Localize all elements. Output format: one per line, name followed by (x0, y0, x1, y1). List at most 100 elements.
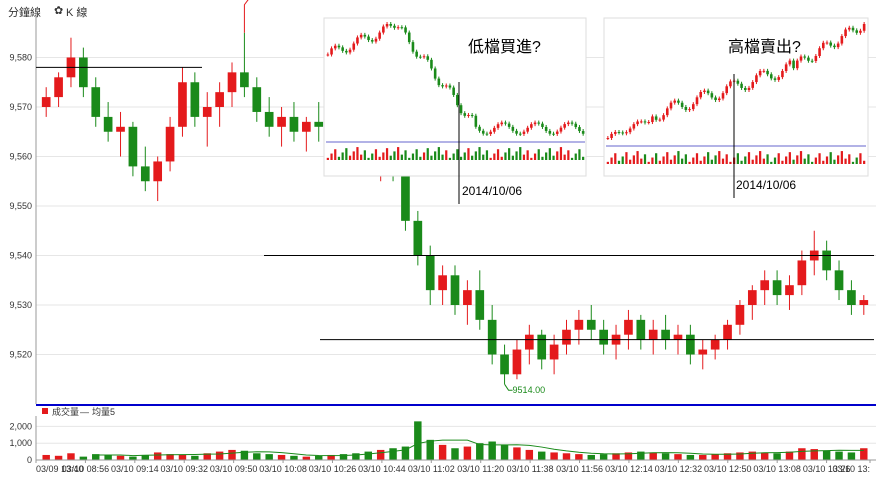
volume-bar (290, 455, 298, 460)
inset-volume-bar (851, 161, 855, 164)
x-tick-label: 03/10 13: (832, 464, 870, 474)
inset-candle-body (658, 119, 662, 121)
inset-volume-bar (530, 157, 533, 160)
volume-axis: 2,000 1,000 0 (9, 416, 37, 465)
inset-candle-body (792, 60, 795, 69)
inset-candle-body (359, 34, 363, 38)
inset-candle-body (766, 70, 769, 75)
candle-body (116, 126, 125, 132)
inset-volume-bar (456, 149, 459, 160)
volume-bar (599, 454, 608, 460)
tab-minute[interactable]: 分鐘線 (8, 7, 41, 19)
inset-candle-body (548, 130, 552, 134)
volume-tick-label: 2,000 (9, 421, 32, 431)
inset-candle-body (467, 114, 470, 116)
y-tick-label: 9,550 (9, 201, 32, 211)
volume-bar (166, 454, 174, 460)
volume-bar (699, 454, 707, 460)
inset-candle-body (570, 122, 574, 124)
volume-bar (215, 451, 224, 460)
inset-candle-body (651, 116, 654, 123)
inset-volume-bar (363, 150, 366, 160)
inset-candle-body (628, 128, 632, 133)
candle-body (302, 121, 311, 132)
volume-bar (339, 454, 348, 460)
inset-volume-bar (751, 159, 754, 164)
candle-body (487, 319, 497, 355)
inset-candle-body (437, 78, 441, 86)
inset-volume-bar (692, 157, 695, 164)
inset-volume-bar (643, 154, 647, 164)
candle-body (636, 319, 646, 340)
x-tick-label: 03/10 11:56 (556, 464, 603, 474)
y-tick-label: 9,570 (9, 102, 32, 112)
volume-bar (624, 452, 633, 460)
inset-volume-bar (658, 160, 661, 164)
inset-candle-body (456, 94, 459, 106)
tab-kline[interactable]: K 線 (66, 7, 88, 19)
inset-candle-body (504, 122, 507, 124)
candle-body (797, 260, 807, 286)
inset-candle-body (859, 30, 862, 33)
volume-bar (860, 448, 868, 460)
inset-volume-bar (803, 158, 806, 164)
y-tick-label: 9,560 (9, 152, 32, 162)
inset-candle-body (814, 55, 818, 61)
x-tick-label: 03/10 08:56 (62, 464, 110, 474)
candle-body (227, 72, 237, 93)
inset-candle-body (481, 130, 485, 134)
inset-candle-body (743, 87, 747, 91)
inset-high-candles (606, 22, 866, 140)
inset-volume-bar (537, 149, 540, 160)
inset-candle-body (404, 27, 407, 33)
inset-volume-bar (617, 160, 621, 164)
inset-volume-bar (482, 154, 485, 160)
inset-volume-bar (792, 159, 795, 164)
tab-kline-icon[interactable]: ✿ (54, 5, 64, 17)
inset-volume-bar (508, 148, 511, 160)
inset-candle-body (688, 109, 691, 111)
inset-volume-bar (614, 153, 617, 164)
candle-body (648, 329, 658, 340)
inset-volume-bar (669, 159, 673, 164)
volume-bar (191, 455, 199, 460)
inset-candle-body (654, 116, 658, 120)
volume-bar (364, 451, 372, 460)
inset-volume-bar (434, 151, 437, 160)
inset-candle-body (485, 133, 489, 135)
inset-candle-body (781, 70, 784, 78)
inset-volume-bar (707, 152, 710, 164)
inset-candle-body (489, 131, 492, 134)
inset-volume-bar (452, 153, 455, 160)
y-axis: 9,580 9,570 9,560 9,550 9,540 9,530 9,520 (9, 8, 37, 404)
inset-candle-body (478, 126, 481, 131)
inset-volume-bar (848, 154, 851, 164)
inset-volume-bar (445, 150, 448, 160)
volume-bar (748, 451, 757, 460)
candle-body (723, 324, 732, 340)
inset-volume-bar (755, 155, 758, 164)
inset-volume-bar (773, 157, 777, 164)
inset-candle-body (326, 54, 330, 56)
volume-legend: 成交量 — 均量5 (42, 406, 115, 417)
inset-volume-bar (822, 160, 825, 164)
inset-candle-body (807, 57, 810, 61)
inset-candle-body (851, 27, 855, 31)
inset-volume-bar (371, 153, 374, 160)
inset-volume-bar (703, 156, 706, 164)
inset-chart-low: 低檔買進? 2014/10/06 (323, 17, 587, 204)
inset-candle-body (773, 78, 777, 80)
inset-volume-bar (334, 149, 337, 160)
inset-candle-body (500, 122, 504, 125)
inset-volume-bar (570, 157, 574, 160)
inset-candle-body (665, 108, 669, 116)
inset-candle-body (706, 90, 710, 94)
volume-bar (463, 446, 472, 460)
volume-bar (67, 453, 75, 460)
volume-bar (277, 454, 286, 460)
inset-candle-body (496, 124, 500, 128)
candle-body (190, 82, 200, 117)
candle-body (834, 270, 844, 291)
inset-volume-bar (785, 156, 788, 164)
